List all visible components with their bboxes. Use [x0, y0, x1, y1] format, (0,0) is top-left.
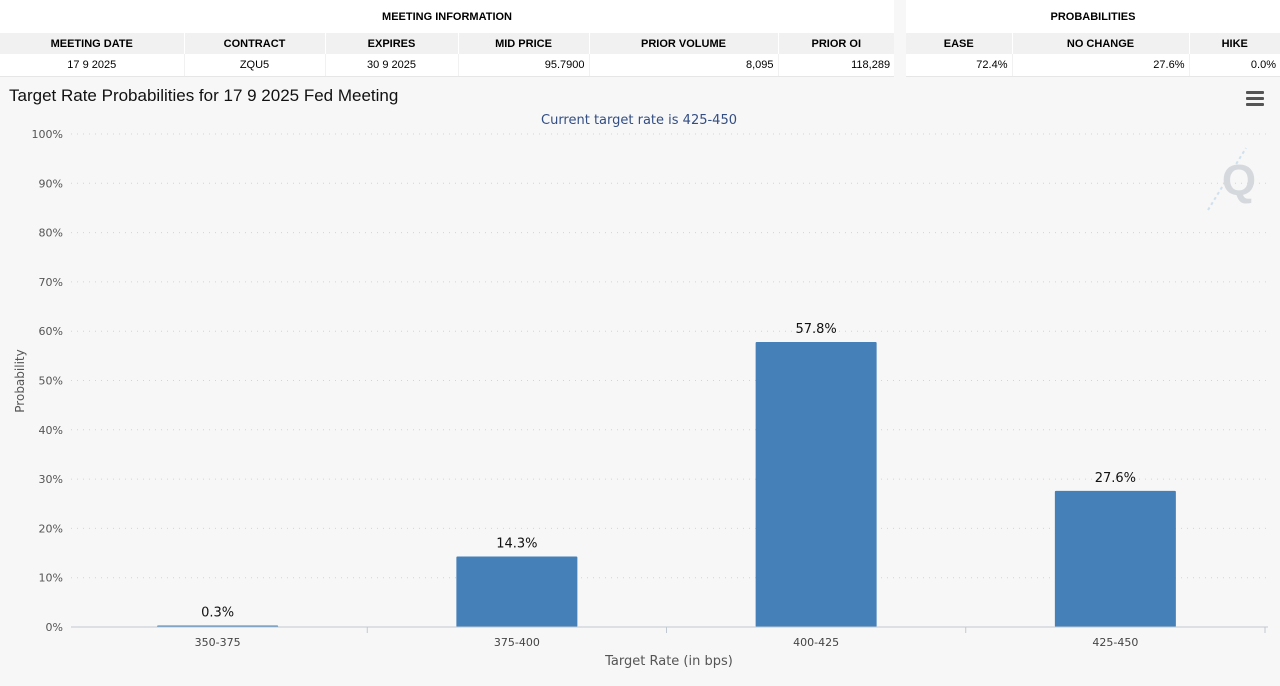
data-labels: 0.3% 14.3% 57.8% 27.6% — [201, 322, 1136, 620]
mid-price-value: 95.7900 — [457, 54, 589, 77]
table-row: 72.4% 27.6% 0.0% — [906, 54, 1280, 77]
ease-header: EASE — [906, 33, 1012, 54]
x-tick-label: 400-425 — [793, 636, 839, 649]
y-tick-label: 90% — [39, 177, 63, 190]
chart-subtitle: Current target rate is 425-450 — [541, 113, 737, 128]
meeting-date-value: 17 9 2025 — [0, 54, 184, 77]
expires-header: EXPIRES — [324, 33, 458, 54]
data-label: 57.8% — [795, 322, 836, 337]
bar-400-425[interactable] — [755, 342, 877, 627]
no-change-value: 27.6% — [1011, 54, 1189, 77]
prior-volume-value: 8,095 — [588, 54, 778, 77]
meeting-date-header: MEETING DATE — [0, 33, 184, 54]
y-tick-label: 10% — [39, 572, 63, 585]
y-axis-label: Probability — [13, 349, 27, 412]
hike-header: HIKE — [1188, 33, 1280, 54]
y-tick-label: 0% — [46, 621, 63, 634]
expires-value: 30 9 2025 — [324, 54, 458, 77]
bars — [157, 342, 1176, 627]
prior-oi-header: PRIOR OI — [777, 33, 895, 54]
probabilities-header: PROBABILITIES — [906, 0, 1280, 33]
x-axis-ticks: 350-375 375-400 400-425 425-450 — [195, 627, 1266, 649]
meeting-information-header: MEETING INFORMATION — [0, 0, 895, 33]
contract-header: CONTRACT — [183, 33, 325, 54]
hamburger-menu-icon[interactable] — [1244, 88, 1266, 108]
x-axis-label: Target Rate (in bps) — [604, 654, 733, 669]
hike-value: 0.0% — [1188, 54, 1280, 77]
y-tick-label: 30% — [39, 473, 63, 486]
bar-375-400[interactable] — [456, 556, 578, 627]
data-label: 27.6% — [1095, 471, 1136, 486]
y-tick-label: 80% — [39, 227, 63, 240]
data-label: 0.3% — [201, 606, 234, 621]
y-tick-label: 20% — [39, 522, 63, 535]
q-logo-watermark: Q — [1207, 147, 1256, 211]
y-tick-label: 60% — [39, 325, 63, 338]
svg-text:Q: Q — [1222, 156, 1256, 205]
prior-volume-header: PRIOR VOLUME — [588, 33, 778, 54]
mid-price-header: MID PRICE — [457, 33, 589, 54]
contract-value: ZQU5 — [183, 54, 325, 77]
y-tick-label: 100% — [32, 128, 63, 141]
y-tick-label: 70% — [39, 276, 63, 289]
bar-425-450[interactable] — [1054, 490, 1176, 627]
table-row: 17 9 2025 ZQU5 30 9 2025 95.7900 8,095 1… — [0, 54, 895, 77]
meeting-information-table: MEETING INFORMATION MEETING DATE CONTRAC… — [0, 0, 895, 77]
x-tick-label: 425-450 — [1092, 636, 1138, 649]
y-tick-label: 40% — [39, 424, 63, 437]
ease-value: 72.4% — [906, 54, 1012, 77]
prior-oi-value: 118,289 — [777, 54, 895, 77]
data-label: 14.3% — [496, 537, 537, 552]
chart-title: Target Rate Probabilities for 17 9 2025 … — [9, 86, 399, 105]
probabilities-table: PROBABILITIES EASE NO CHANGE HIKE 72.4% … — [906, 0, 1280, 77]
x-tick-label: 375-400 — [494, 636, 540, 649]
x-tick-label: 350-375 — [195, 636, 241, 649]
no-change-header: NO CHANGE — [1011, 33, 1189, 54]
y-tick-label: 50% — [39, 375, 63, 388]
y-axis-ticks: 0% 10% 20% 30% 40% 50% 60% 70% 80% 90% 100% — [32, 128, 63, 634]
